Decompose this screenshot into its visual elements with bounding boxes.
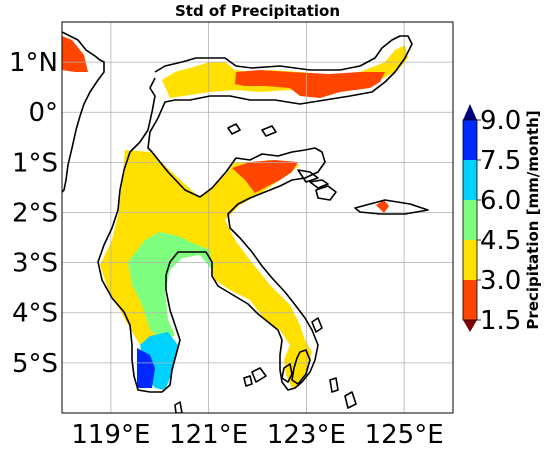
colorbar-tick-label: 3.0	[480, 266, 521, 296]
field-band-4.5-6	[128, 232, 212, 338]
buton-island-coastline	[291, 349, 311, 385]
colorbar-frame	[462, 119, 478, 321]
latitude-tick-label: 3°S	[12, 249, 58, 279]
field-band-1.5-3	[376, 200, 389, 213]
colorbar-tick-label: 9.0	[480, 106, 521, 136]
longitude-tick-label: 123°E	[267, 420, 346, 450]
banggai-coastline	[315, 185, 337, 201]
colorbar: 1.5 3.0 4.5 6.0 7.5 9.0 Precipitation [mm/mont…	[462, 104, 542, 336]
colorbar-extend-high	[463, 104, 477, 120]
longitude-tick-label: 121°E	[169, 420, 248, 450]
latitude-tick-labels: 1°N 0° 1°S 2°S 3°S 4°S 5°S	[9, 48, 58, 379]
latitude-tick-label: 1°S	[12, 148, 58, 178]
precipitation-field	[62, 36, 408, 390]
latitude-tick-label: 4°S	[12, 299, 58, 329]
field-band-1.5-3	[235, 70, 385, 98]
togian-coastline	[297, 169, 319, 183]
colorbar-tick-label: 7.5	[480, 146, 521, 176]
coastline	[62, 31, 429, 413]
field-band-1.5-3	[232, 160, 298, 193]
colorbar-segment	[463, 120, 477, 160]
sulawesi-coastline	[97, 35, 413, 393]
colorbar-segment	[463, 200, 477, 240]
latitude-tick-label: 5°S	[12, 349, 58, 379]
field-band-3-4.5	[162, 45, 408, 98]
colorbar-segment	[463, 240, 477, 280]
muna-island-coastline	[281, 363, 293, 383]
colorbar-segment	[463, 280, 477, 320]
latitude-tick-label: 1°N	[9, 48, 58, 78]
colorbar-extend-low	[463, 320, 477, 332]
longitude-tick-label: 119°E	[71, 420, 150, 450]
latitude-tick-label: 0°	[28, 98, 58, 128]
colorbar-tick-label: 6.0	[480, 186, 521, 216]
colorbar-label: Precipitation [mm/month]	[524, 110, 542, 329]
longitude-tick-label: 125°E	[365, 420, 444, 450]
borneo-coastline	[62, 31, 105, 193]
field-band-7.5-9	[137, 348, 155, 388]
latitude-tick-label: 2°S	[12, 198, 58, 228]
colorbar-tick-label: 4.5	[480, 226, 521, 256]
map-title: Std of Precipitation	[174, 2, 341, 20]
longitude-tick-labels: 119°E 121°E 123°E 125°E	[71, 420, 443, 450]
colorbar-tick-label: 1.5	[480, 306, 521, 336]
colorbar-segment	[463, 160, 477, 200]
field-band-1.5-3	[62, 36, 88, 72]
map-frame	[61, 21, 454, 414]
